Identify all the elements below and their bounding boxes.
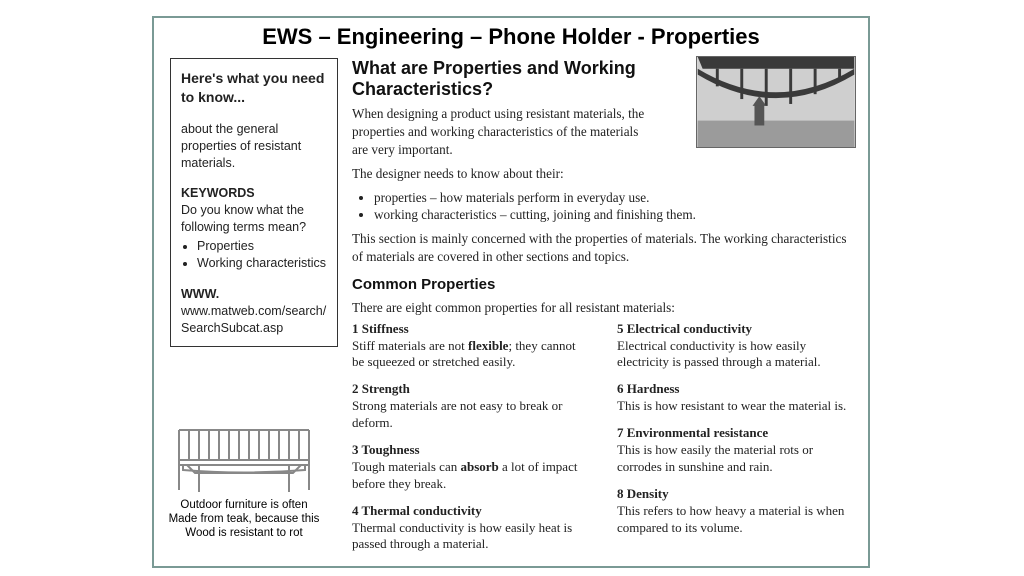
sub-intro: There are eight common properties for al… <box>352 299 856 317</box>
intro-bullets: properties – how materials perform in ev… <box>352 189 856 225</box>
property-8: 8 Density This refers to how heavy a mat… <box>617 486 856 537</box>
www-url: www.matweb.com/search/SearchSubcat.asp <box>181 303 327 337</box>
page-title: EWS – Engineering – Phone Holder - Prope… <box>154 24 868 50</box>
intro-paragraph-2: The designer needs to know about their: <box>352 165 856 183</box>
property-7: 7 Environmental resistance This is how e… <box>617 425 856 476</box>
keyword-item: Properties <box>197 238 327 255</box>
know-box-heading: Here's what you need to know... <box>181 69 327 107</box>
bench-block: Outdoor furniture is often Made from tea… <box>160 420 328 540</box>
property-6: 6 Hardness This is how resistant to wear… <box>617 381 856 415</box>
bench-icon <box>169 420 319 495</box>
intro-paragraph-3: This section is mainly concerned with th… <box>352 230 856 266</box>
property-3: 3 Toughness Tough materials can absorb a… <box>352 442 591 493</box>
properties-col-left: 1 Stiffness Stiff materials are not flex… <box>352 321 591 564</box>
sub-heading: Common Properties <box>352 276 856 293</box>
keywords-list: Properties Working characteristics <box>181 238 327 272</box>
properties-col-right: 5 Electrical conductivity Electrical con… <box>617 321 856 564</box>
properties-grid: 1 Stiffness Stiff materials are not flex… <box>352 321 856 564</box>
property-5: 5 Electrical conductivity Electrical con… <box>617 321 856 372</box>
bench-illustration <box>169 420 319 495</box>
property-1: 1 Stiffness Stiff materials are not flex… <box>352 321 591 372</box>
main-heading: What are Properties and Working Characte… <box>352 58 642 99</box>
intro-bullet: properties – how materials perform in ev… <box>374 189 856 207</box>
intro-paragraph-1: When designing a product using resistant… <box>352 105 652 158</box>
property-2: 2 Strength Strong materials are not easy… <box>352 381 591 432</box>
keywords-question: Do you know what the following terms mea… <box>181 202 327 236</box>
property-4: 4 Thermal conductivity Thermal conductiv… <box>352 503 591 554</box>
know-box-intro: about the general properties of resistan… <box>181 121 327 172</box>
www-label: WWW. <box>181 286 327 303</box>
right-column: What are Properties and Working Characte… <box>352 58 856 563</box>
keywords-label: KEYWORDS <box>181 185 327 202</box>
know-box: Here's what you need to know... about th… <box>170 58 338 347</box>
intro-bullet: working characteristics – cutting, joini… <box>374 206 856 224</box>
keyword-item: Working characteristics <box>197 255 327 272</box>
bridge-photo <box>696 56 856 148</box>
bridge-icon <box>697 57 855 147</box>
bench-caption: Outdoor furniture is often Made from tea… <box>160 499 328 540</box>
